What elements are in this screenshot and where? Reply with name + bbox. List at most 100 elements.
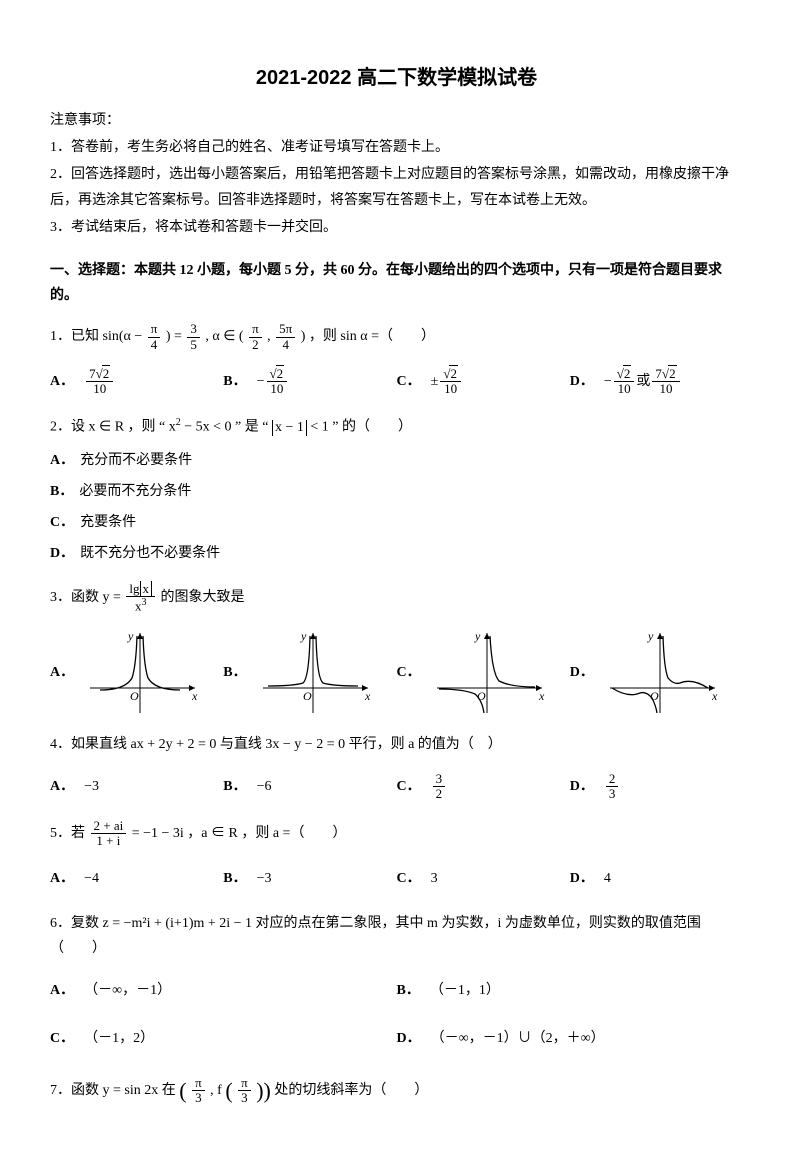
radicand: 2 bbox=[668, 365, 677, 381]
frac-den: 10 bbox=[614, 381, 635, 396]
option-label-c: C． bbox=[397, 369, 421, 394]
frac-num: 5π bbox=[276, 322, 295, 336]
q5-options: A．−4 B．−3 C．3 D．4 bbox=[50, 861, 743, 897]
q2-text: 2．设 x ∈ R ，则 “ x bbox=[50, 420, 176, 435]
svg-text:x: x bbox=[538, 689, 545, 703]
option-d-part2: 72 10 bbox=[652, 367, 679, 397]
radicand: 2 bbox=[276, 365, 285, 381]
frac-den: 4 bbox=[276, 337, 295, 352]
option-label-a: A． bbox=[50, 369, 74, 394]
option-c: 充要条件 bbox=[80, 515, 136, 530]
option-label-b: B． bbox=[223, 660, 246, 685]
option-a: 充分而不必要条件 bbox=[80, 453, 192, 468]
radicand: 2 bbox=[102, 365, 111, 381]
option-label-b: B． bbox=[397, 978, 420, 1003]
q4-stem: 4．如果直线 ax + 2y + 2 = 0 与直线 3x − y − 2 = … bbox=[50, 732, 743, 757]
option-label-a: A． bbox=[50, 978, 74, 1003]
frac-den: 10 bbox=[440, 381, 461, 396]
notice-line: 2．回答选择题时，选出每小题答案后，用铅笔把答题卡上对应题目的答案标号涂黑，如需… bbox=[50, 162, 743, 212]
frac-num: 3 bbox=[187, 322, 200, 336]
q6-options-row1: A．（－∞，－1） B．（－1，1） bbox=[50, 973, 743, 1009]
question-3: 3．函数 y = lgx x3 的图象大致是 A． x y O B． bbox=[50, 581, 743, 718]
q7-text: 7．函数 y = sin 2x 在 bbox=[50, 1083, 176, 1098]
svg-text:y: y bbox=[300, 629, 307, 643]
option-label-b: B． bbox=[223, 774, 246, 799]
option-d: 4 bbox=[604, 866, 611, 891]
graph-b: x y O bbox=[253, 628, 373, 718]
q4-options: A．−3 B．−6 C． 32 D． 23 bbox=[50, 769, 743, 805]
option-label-b: B． bbox=[50, 484, 73, 499]
q3-text: 的图象大致是 bbox=[161, 589, 245, 604]
option-b: 必要而不充分条件 bbox=[79, 484, 191, 499]
option-label-c: C． bbox=[397, 660, 421, 685]
question-5: 5．若 2 + ai1 + i = −1 − 3i ，a ∈ R ，则 a =（… bbox=[50, 819, 743, 897]
section-1-header: 一、选择题：本题共 12 小题，每小题 5 分，共 60 分。在每小题给出的四个… bbox=[50, 258, 743, 308]
frac-den: 10 bbox=[652, 381, 679, 396]
option-b: （－1，1） bbox=[430, 978, 500, 1003]
option-a: 72 10 bbox=[86, 367, 113, 397]
q2-options: A． 充分而不必要条件 B． 必要而不充分条件 C． 充要条件 D． 既不充分也不必要条… bbox=[50, 448, 743, 567]
option-d: 23 bbox=[606, 772, 619, 802]
option-c: 32 bbox=[433, 772, 446, 802]
q2-text: − 5x < 0 ” 是 “ bbox=[181, 420, 272, 435]
frac-den: 10 bbox=[86, 381, 113, 396]
radicand: 2 bbox=[449, 365, 458, 381]
q7-frac1: π3 bbox=[192, 1076, 205, 1106]
svg-text:O: O bbox=[650, 689, 659, 703]
q1-text: 1．已知 sin(α − bbox=[50, 329, 142, 344]
option-label-d: D． bbox=[570, 369, 594, 394]
option-label-a: A． bbox=[50, 660, 74, 685]
q5-text: 5．若 bbox=[50, 826, 85, 841]
notice-header: 注意事项： bbox=[50, 108, 743, 133]
svg-text:x: x bbox=[364, 689, 371, 703]
option-label-a: A． bbox=[50, 774, 74, 799]
option-label-c: C． bbox=[397, 866, 421, 891]
option-label-d: D． bbox=[570, 866, 594, 891]
option-a: −4 bbox=[84, 866, 99, 891]
frac-den: 4 bbox=[148, 337, 161, 352]
option-label-d: D． bbox=[50, 546, 74, 561]
option-d: （－∞，－1）∪（2，＋∞） bbox=[431, 1026, 605, 1051]
svg-text:y: y bbox=[474, 629, 481, 643]
question-7: 7．函数 y = sin 2x 在 ( π3 , f ( π3 )) 处的切线斜… bbox=[50, 1071, 743, 1111]
option-label-d: D． bbox=[397, 1026, 421, 1051]
option-label-d: D． bbox=[570, 774, 594, 799]
question-6: 6．复数 z = −m²i + (i+1)m + 2i − 1 对应的点在第二象… bbox=[50, 911, 743, 1057]
svg-text:x: x bbox=[191, 689, 198, 703]
option-d: 既不充分也不必要条件 bbox=[80, 546, 220, 561]
option-label-c: C． bbox=[397, 774, 421, 799]
graph-d: x y O bbox=[600, 628, 720, 718]
question-1: 1．已知 sin(α − π4 ) = 35 , α ∈ ( π2 , 5π4 … bbox=[50, 322, 743, 400]
notice-line: 3．考试结束后，将本试卷和答题卡一并交回。 bbox=[50, 215, 743, 240]
option-label-a: A． bbox=[50, 453, 74, 468]
option-label-c: C． bbox=[50, 515, 74, 530]
svg-text:x: x bbox=[711, 689, 718, 703]
q7-text: 处的切线斜率为（ ） bbox=[274, 1083, 428, 1098]
option-label-a: A． bbox=[50, 866, 74, 891]
frac-den: 2 bbox=[249, 337, 262, 352]
frac-num: π bbox=[148, 322, 161, 336]
q2-text: < 1 ” 的（ ） bbox=[307, 420, 412, 435]
option-label-b: B． bbox=[223, 369, 246, 394]
q1-text: , α ∈ ( bbox=[205, 329, 243, 344]
svg-text:y: y bbox=[127, 629, 134, 643]
frac-den: 5 bbox=[187, 337, 200, 352]
graph-c: x y O bbox=[427, 628, 547, 718]
frac-num: π bbox=[249, 322, 262, 336]
graph-a: x y O bbox=[80, 628, 200, 718]
option-c: （－1，2） bbox=[84, 1026, 154, 1051]
option-d-or: 或 bbox=[636, 369, 650, 394]
svg-text:O: O bbox=[130, 689, 139, 703]
q1-options: A． 72 10 B． − 2 10 C． ± 2 10 D． − 2 10 或 bbox=[50, 364, 743, 400]
option-c: 2 10 bbox=[440, 367, 461, 397]
q5-text: = −1 − 3i ，a ∈ R ，则 a =（ ） bbox=[132, 826, 347, 841]
option-label-c: C． bbox=[50, 1026, 74, 1051]
option-b: 2 10 bbox=[267, 367, 288, 397]
svg-text:y: y bbox=[647, 629, 654, 643]
option-b: −6 bbox=[257, 774, 272, 799]
q1-text: , bbox=[267, 329, 271, 344]
q5-fraction: 2 + ai1 + i bbox=[91, 819, 127, 849]
q7-frac2: π3 bbox=[238, 1076, 251, 1106]
radicand: 2 bbox=[623, 365, 632, 381]
notice-block: 注意事项： 1．答卷前，考生务必将自己的姓名、准考证号填写在答题卡上。 2．回答… bbox=[50, 108, 743, 240]
